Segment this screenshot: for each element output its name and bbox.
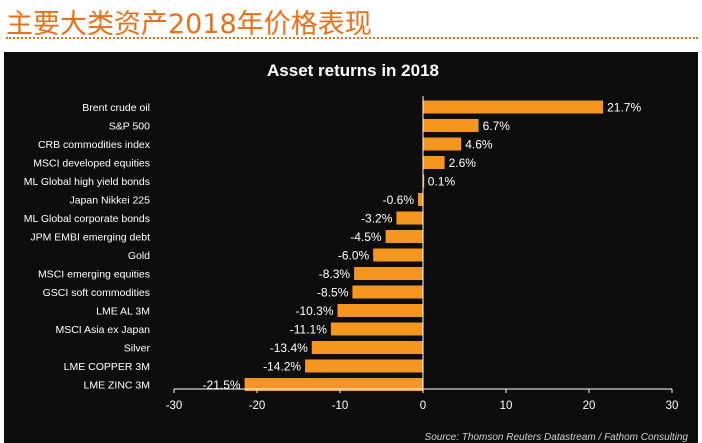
category-label: Brent crude oil	[82, 102, 150, 114]
value-label: -4.5%	[350, 230, 382, 244]
bar	[423, 174, 425, 188]
labels-layer: Brent crude oil 21.7% S&P 500 6.7% CRB commo…	[24, 101, 642, 393]
category-label: S&P 500	[109, 121, 150, 133]
x-tick-label: 10	[500, 400, 513, 412]
bar	[244, 378, 423, 391]
category-label: Silver	[124, 343, 151, 355]
chart-title: Asset returns in 2018	[267, 61, 439, 80]
x-tick-label: -30	[166, 400, 183, 412]
value-label: 0.1%	[428, 175, 456, 189]
category-label: LME COPPER 3M	[64, 361, 150, 373]
bar	[423, 100, 604, 114]
x-tick-label: 0	[420, 400, 426, 412]
value-label: -3.2%	[361, 212, 393, 226]
slide-title: 主要大类资产2018年价格表现	[6, 9, 372, 40]
value-label: -21.5%	[203, 378, 241, 392]
category-label: MSCI Asia ex Japan	[55, 324, 150, 336]
value-label: 2.6%	[449, 156, 477, 170]
bars-layer	[244, 100, 604, 391]
category-label: MSCI developed equities	[33, 158, 150, 170]
category-label: MSCI emerging equities	[38, 269, 150, 281]
bar	[423, 137, 462, 151]
value-label: -0.6%	[383, 193, 415, 207]
category-label: LME AL 3M	[96, 306, 150, 318]
bar	[385, 230, 423, 243]
category-label: GSCI soft commodities	[43, 287, 150, 299]
bar	[396, 211, 423, 225]
category-label: JPM EMBI emerging debt	[30, 232, 150, 244]
bar	[337, 304, 423, 317]
category-label: Gold	[128, 250, 150, 262]
category-label: CRB commodities index	[38, 139, 151, 151]
title-divider	[6, 37, 698, 39]
value-label: -8.3%	[319, 267, 351, 281]
bar	[354, 267, 423, 280]
value-label: -6.0%	[338, 249, 370, 263]
category-label: Japan Nikkei 225	[69, 195, 150, 207]
bar	[418, 193, 423, 206]
x-axis: -30 -20 -10 0 10 20 30	[166, 96, 679, 412]
value-label: -10.3%	[295, 304, 333, 318]
x-tick-label: -20	[249, 400, 266, 412]
value-label: -11.1%	[290, 323, 327, 337]
category-label: LME ZINC 3M	[83, 380, 150, 392]
value-label: -13.4%	[270, 341, 308, 355]
bar	[311, 341, 423, 354]
x-tick-label: 20	[583, 400, 596, 412]
bar	[305, 359, 423, 373]
value-label: -8.5%	[317, 286, 349, 300]
value-label: -14.2%	[263, 360, 301, 374]
bar	[423, 156, 445, 169]
source-note: Source: Thomson Reuters Datastream / Fat…	[425, 432, 689, 443]
bar	[373, 248, 423, 262]
value-label: 21.7%	[607, 101, 641, 115]
value-label: 6.7%	[483, 119, 511, 133]
value-label: 4.6%	[465, 138, 493, 152]
category-label: ML Global corporate bonds	[24, 213, 150, 225]
category-label: ML Global high yield bonds	[24, 176, 150, 188]
x-tick-label: -10	[332, 400, 349, 412]
bar	[423, 119, 479, 132]
asset-returns-chart: Asset returns in 2018 Brent crude oil 21.…	[24, 61, 689, 443]
bar	[352, 285, 423, 299]
chart-panel: Asset returns in 2018 Brent crude oil 21.…	[4, 52, 698, 443]
bar	[330, 322, 423, 336]
x-tick-label: 30	[666, 400, 679, 412]
